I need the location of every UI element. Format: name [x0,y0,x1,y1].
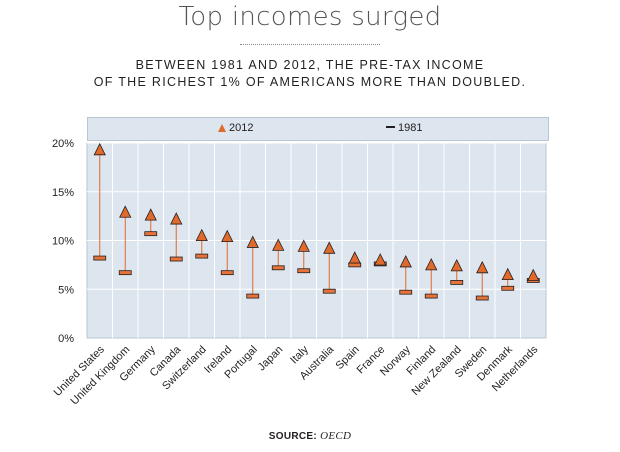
subtitle-line-1: BETWEEN 1981 AND 2012, THE PRE-TAX INCOM… [135,58,485,72]
marker-1981 [348,262,362,268]
marker-2012 [246,235,259,248]
legend-label-1981: 1981 [398,122,423,134]
marker-2012 [450,258,463,272]
marker-2012 [501,267,514,281]
subtitle-line-2: OF THE RICHEST 1% OF AMERICANS MORE THAN… [93,75,527,89]
marker-1981 [450,280,464,285]
marker-2012 [93,142,106,156]
marker-2012 [195,228,208,242]
marker-2012 [170,212,183,225]
legend-label-2012: 2012 [229,122,254,134]
marker-1981 [169,256,183,262]
marker-1981 [399,289,413,295]
y-tick-label: 15% [52,187,74,199]
marker-1981 [424,293,438,299]
marker-2012 [425,257,438,271]
marker-1981 [195,253,209,259]
marker-1981 [118,270,132,276]
marker-2012 [323,241,336,254]
legend-item-2012: 2012 [218,122,253,134]
marker-1981 [501,285,515,291]
chart-title: Top incomes surged [178,2,442,32]
marker-2012 [527,268,540,282]
marker-2012 [476,260,489,274]
legend: 2012 1981 [87,117,549,141]
marker-2012 [348,251,361,264]
y-tick-label: 10% [52,236,74,248]
y-tick-label: 0% [58,333,74,345]
marker-1981 [322,288,336,294]
marker-1981 [93,255,107,261]
marker-1981 [271,265,285,271]
legend-item-1981: 1981 [386,122,422,134]
marker-2012 [221,229,234,243]
bar-marker-icon [386,126,395,128]
marker-2012 [272,238,285,251]
marker-2012 [399,255,412,268]
marker-2012 [119,205,132,218]
marker-1981 [475,295,489,301]
source-note: SOURCE: OECD [0,430,620,442]
source-name: OECD [320,430,352,442]
marker-2012 [297,239,310,252]
marker-2012 [374,253,387,266]
marker-1981 [220,270,234,276]
marker-1981 [246,293,260,299]
triangle-marker-icon [218,124,226,132]
y-tick-label: 20% [52,138,74,150]
marker-1981 [297,268,311,274]
marker-2012 [144,208,157,221]
marker-1981 [144,231,158,237]
x-tick-label: Japan [256,344,286,374]
source-label: SOURCE: [268,431,317,442]
y-tick-label: 5% [58,284,74,296]
title-divider [240,44,380,45]
